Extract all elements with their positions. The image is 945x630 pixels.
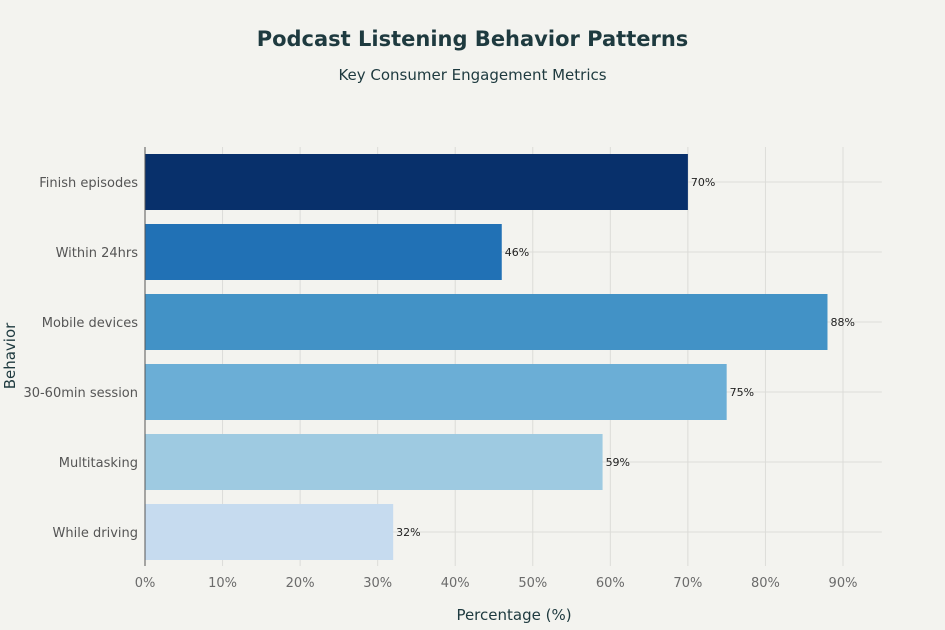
data-label: 46% — [505, 246, 529, 259]
x-axis-title: Percentage (%) — [456, 606, 571, 624]
chart-subtitle: Key Consumer Engagement Metrics — [338, 66, 607, 84]
x-tick-label: 10% — [208, 576, 237, 591]
x-tick-label: 0% — [135, 576, 156, 591]
x-tick-label: 20% — [286, 576, 315, 591]
y-tick-label: Mobile devices — [42, 316, 138, 331]
x-tick-label: 80% — [751, 576, 780, 591]
bar — [145, 154, 688, 210]
bar — [145, 364, 727, 420]
x-tick-label: 30% — [363, 576, 392, 591]
chart-title: Podcast Listening Behavior Patterns — [256, 27, 689, 51]
y-tick-label: Within 24hrs — [56, 246, 139, 261]
x-tick-label: 60% — [596, 576, 625, 591]
bar — [145, 434, 603, 490]
x-tick-label: 50% — [518, 576, 547, 591]
bar — [145, 224, 502, 280]
data-label: 32% — [396, 526, 420, 539]
y-tick-label: Finish episodes — [39, 176, 138, 191]
y-tick-label: Multitasking — [59, 456, 138, 471]
data-label: 88% — [830, 316, 854, 329]
data-label: 75% — [730, 386, 754, 399]
y-tick-label: While driving — [53, 526, 138, 541]
y-axis-title: Behavior — [1, 322, 19, 389]
bar — [145, 294, 828, 350]
bar — [145, 504, 394, 560]
y-tick-label: 30-60min session — [23, 386, 138, 401]
data-label: 59% — [606, 456, 630, 469]
x-tick-label: 90% — [829, 576, 858, 591]
x-tick-label: 40% — [441, 576, 470, 591]
x-tick-label: 70% — [673, 576, 702, 591]
data-label: 70% — [691, 176, 715, 189]
